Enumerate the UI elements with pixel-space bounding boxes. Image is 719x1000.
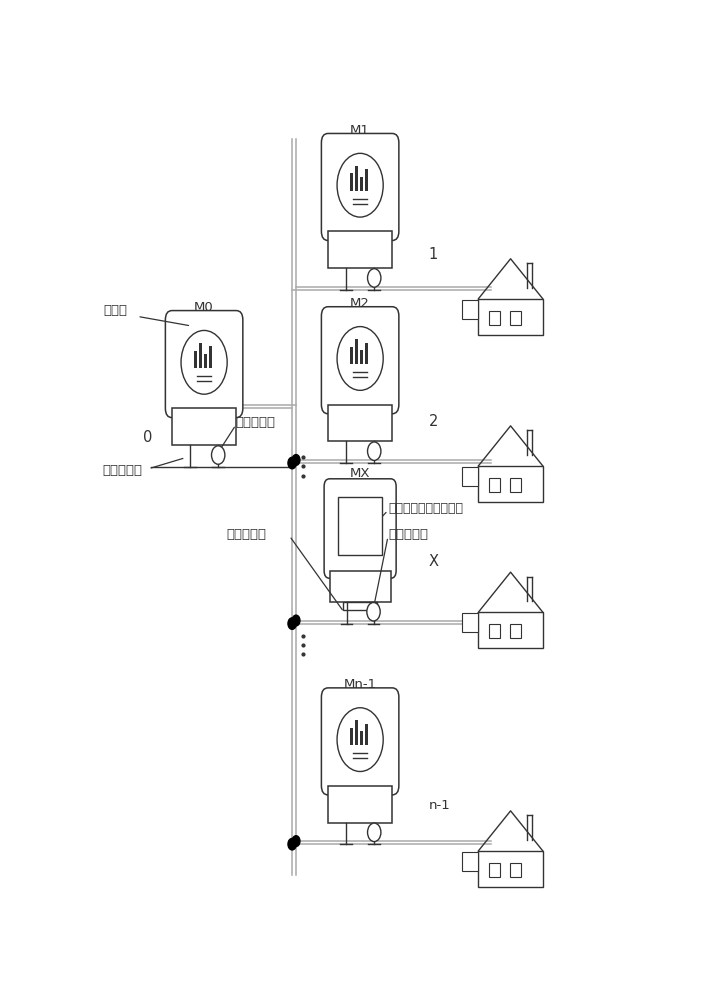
Bar [462, 852, 478, 871]
Bar [510, 624, 521, 638]
Text: 2: 2 [429, 414, 438, 429]
Circle shape [292, 455, 300, 465]
Bar [204, 354, 207, 368]
FancyBboxPatch shape [165, 311, 243, 418]
Bar [510, 311, 521, 325]
Circle shape [292, 615, 300, 626]
FancyBboxPatch shape [324, 479, 396, 578]
Circle shape [367, 603, 380, 621]
FancyBboxPatch shape [321, 307, 399, 414]
Circle shape [367, 823, 381, 842]
Text: M1: M1 [350, 124, 370, 137]
Bar [462, 300, 478, 319]
Bar [328, 231, 392, 268]
FancyBboxPatch shape [321, 688, 399, 795]
Bar [350, 728, 353, 745]
Text: 电压互感器: 电压互感器 [236, 416, 276, 429]
Bar [478, 299, 543, 335]
Bar [328, 786, 392, 823]
Bar [172, 408, 236, 445]
Text: 电能计量芯片及其电路: 电能计量芯片及其电路 [388, 502, 463, 515]
Circle shape [288, 457, 296, 469]
Bar [355, 339, 358, 364]
Circle shape [337, 327, 383, 390]
Bar [360, 731, 363, 745]
Bar [365, 343, 368, 364]
Text: 电能表: 电能表 [104, 304, 128, 317]
Circle shape [181, 330, 227, 394]
Text: 0: 0 [143, 430, 152, 445]
Bar [510, 863, 521, 877]
Circle shape [367, 269, 381, 287]
Circle shape [337, 153, 383, 217]
Bar [209, 346, 212, 368]
Circle shape [367, 442, 381, 460]
Bar [344, 602, 377, 610]
Bar [199, 343, 202, 368]
Bar [194, 351, 197, 368]
Bar [489, 311, 500, 325]
Circle shape [211, 446, 225, 464]
Bar [510, 478, 521, 492]
Text: M0: M0 [194, 301, 214, 314]
Bar [338, 497, 382, 555]
Text: 电流互感器: 电流互感器 [226, 528, 267, 541]
Bar [350, 173, 353, 191]
Text: M2: M2 [350, 297, 370, 310]
Text: MX: MX [350, 467, 370, 480]
Bar [478, 466, 543, 502]
Bar [355, 166, 358, 191]
Bar [478, 851, 543, 887]
Circle shape [337, 708, 383, 771]
Text: X: X [429, 554, 439, 569]
Bar [328, 405, 392, 441]
Bar [489, 624, 500, 638]
Text: 电流互感器: 电流互感器 [102, 464, 142, 477]
Bar [355, 720, 358, 745]
Bar [462, 467, 478, 486]
Text: n-1: n-1 [429, 799, 450, 812]
Bar [365, 724, 368, 745]
Circle shape [288, 838, 296, 850]
Bar [489, 478, 500, 492]
Circle shape [292, 836, 300, 846]
Bar [360, 177, 363, 191]
Bar [462, 613, 478, 632]
Bar [489, 863, 500, 877]
Bar [478, 612, 543, 648]
Bar [330, 571, 390, 602]
Circle shape [288, 618, 296, 629]
Text: 1: 1 [429, 247, 438, 262]
FancyBboxPatch shape [321, 133, 399, 241]
Bar [360, 350, 363, 364]
Bar [350, 347, 353, 364]
Text: Mn-1: Mn-1 [344, 678, 377, 691]
Bar [365, 169, 368, 191]
Text: 电压互感器: 电压互感器 [388, 528, 428, 541]
